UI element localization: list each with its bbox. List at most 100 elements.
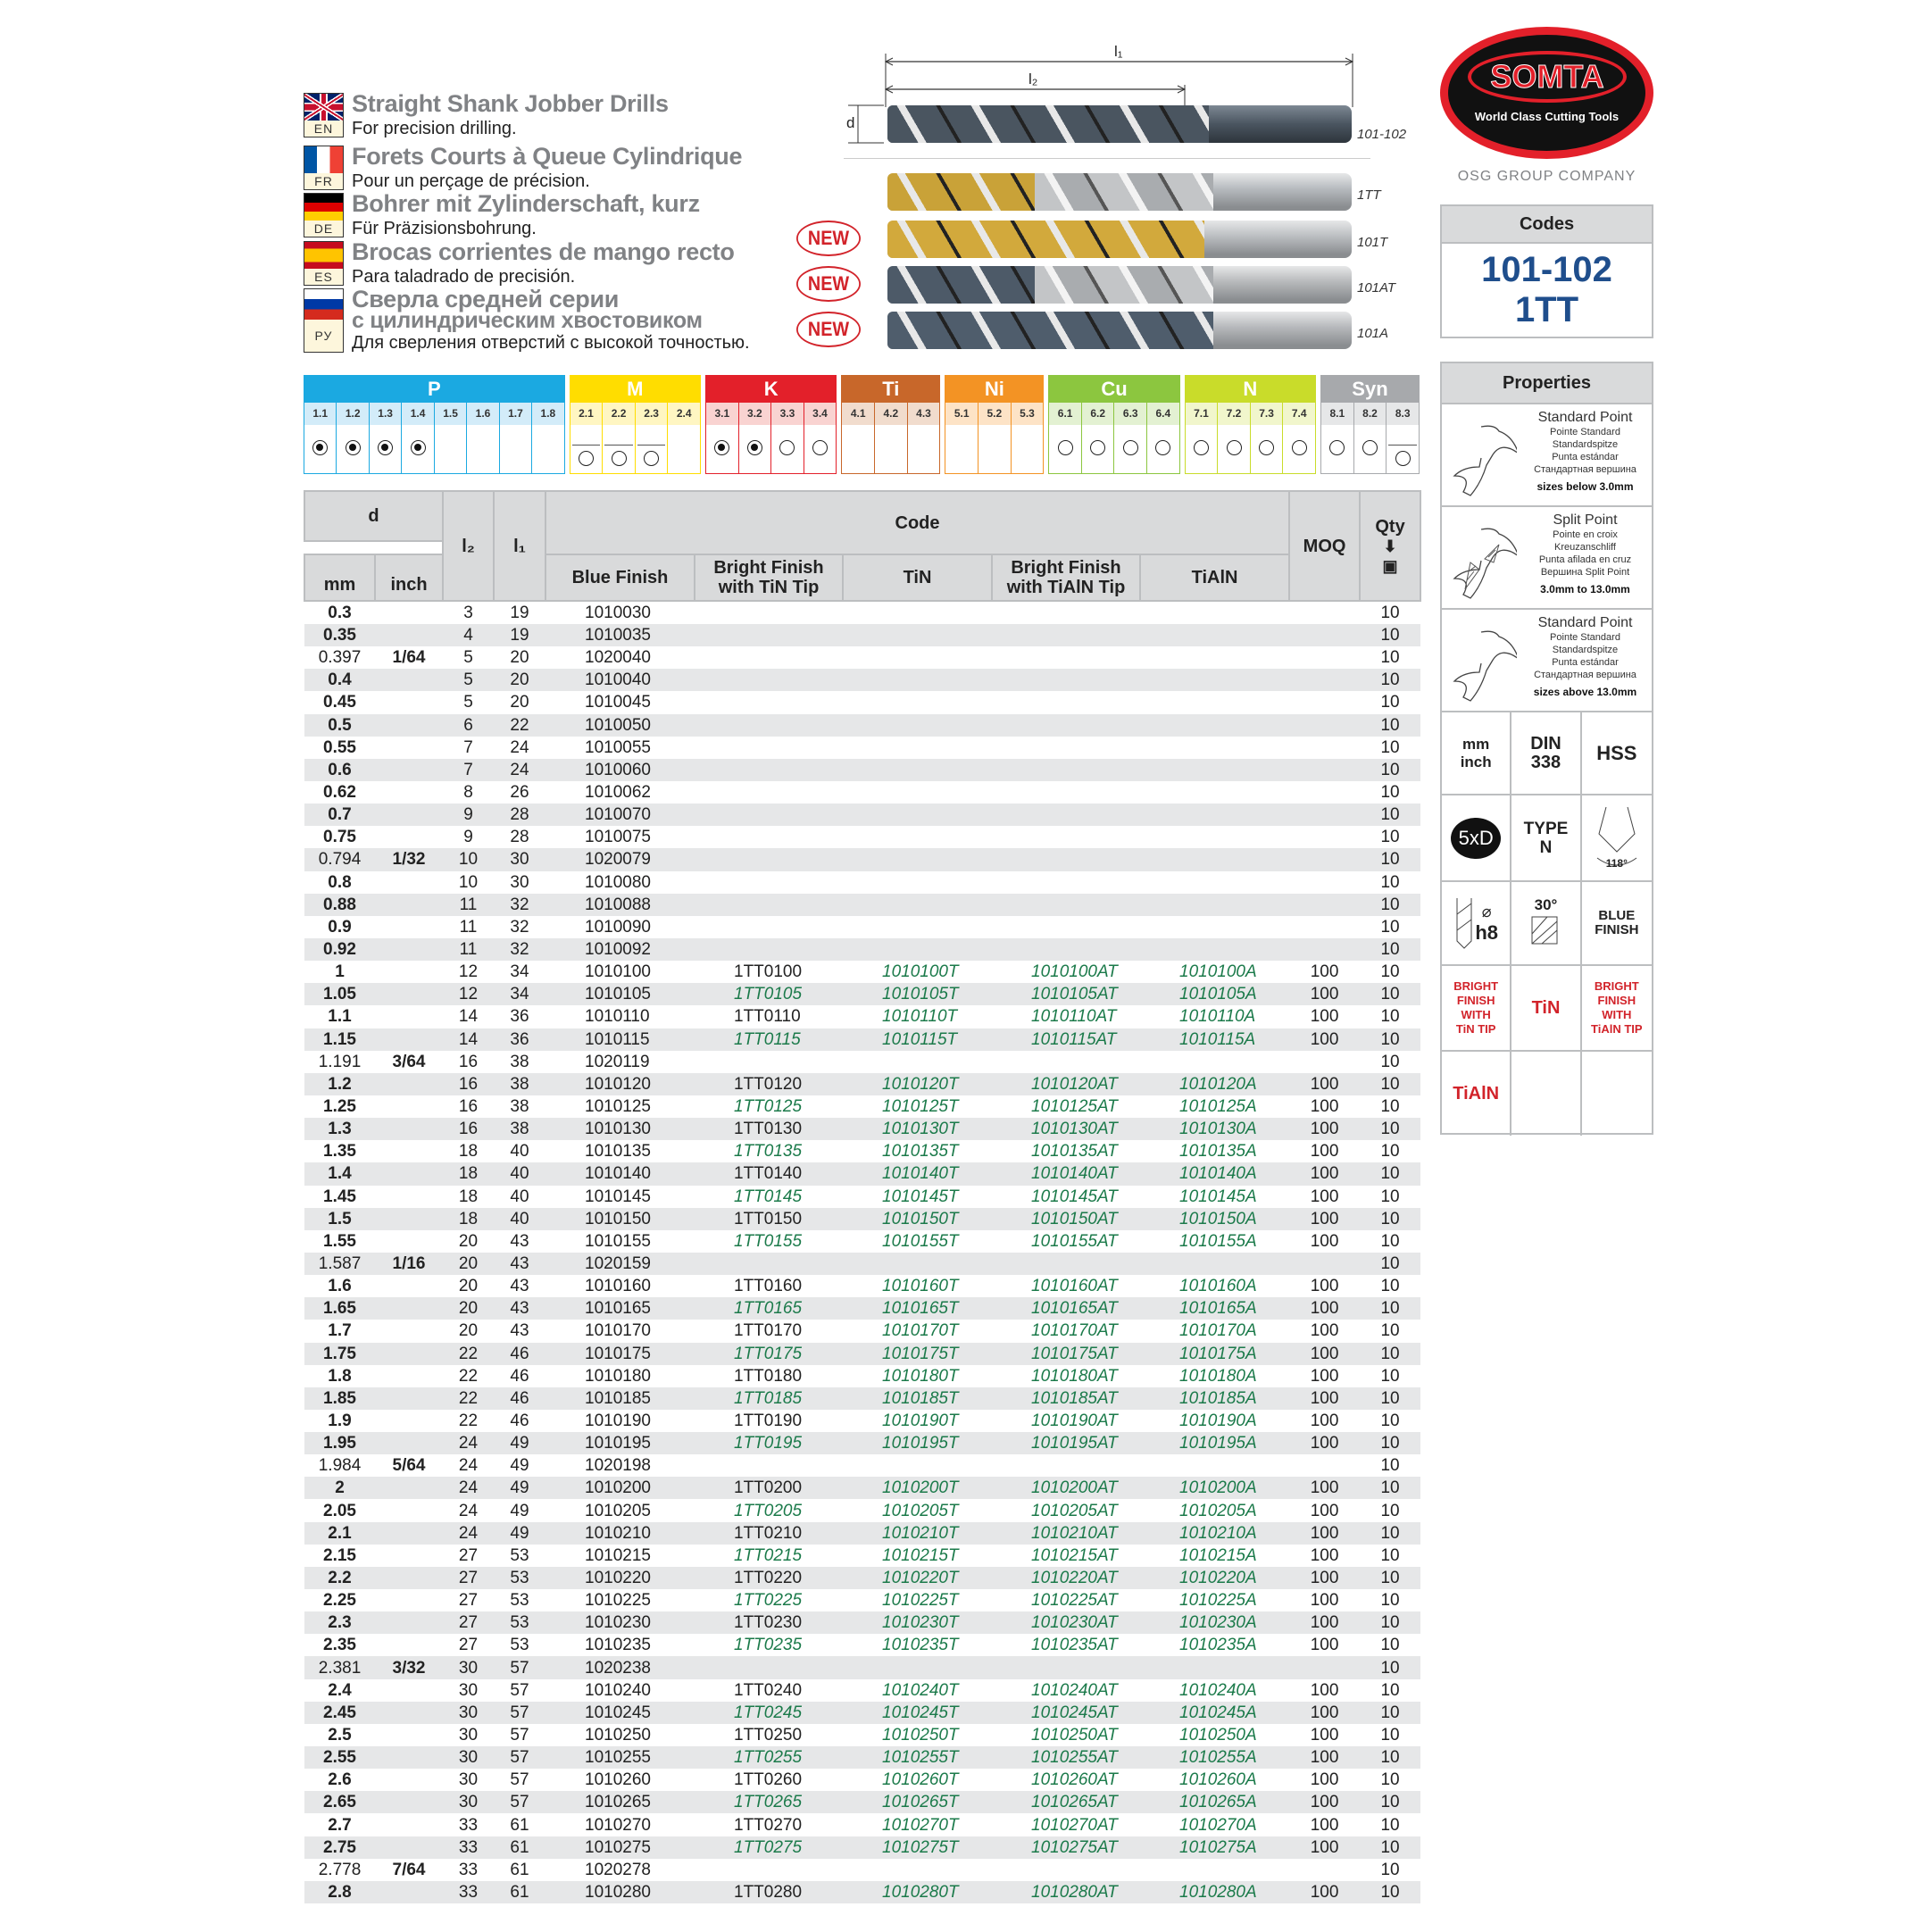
cell-bright-tin-tip: 1TT0280: [695, 1880, 843, 1904]
codes-header: Codes: [1442, 206, 1652, 244]
cell-bright-tin-tip: 1TT0115: [695, 1028, 843, 1051]
cell-moq: [1289, 916, 1360, 938]
cell-blue-finish: 1010160: [585, 1277, 651, 1296]
cell-moq: [1289, 758, 1361, 781]
cell-bright-tin-tip: 1TT0145: [734, 1187, 803, 1206]
cell-blue-finish: 1010055: [585, 737, 651, 757]
cell-l2: 33: [443, 1880, 494, 1904]
cell-bright-tialn-tip: 1010105AT: [992, 983, 1140, 1006]
cell-tin: 1010175T: [843, 1342, 992, 1365]
cell-l2: 22: [443, 1342, 494, 1365]
cell-moq: 100: [1289, 1162, 1361, 1186]
cell-tialn: 1010280A: [1140, 1880, 1290, 1904]
material-subgroup-number: 4.3: [907, 403, 940, 425]
cell-tin: 1010270T: [882, 1815, 959, 1835]
cell-tialn: 1010160A: [1179, 1277, 1257, 1296]
cell-qty: 10: [1360, 1746, 1421, 1770]
cell-inch: [375, 669, 443, 692]
cell-moq: 100: [1310, 1366, 1339, 1386]
cell-l1: 49: [510, 1456, 529, 1476]
cell-l2: 30: [458, 1680, 479, 1700]
cell-bright-tin-tip: 1TT0215: [734, 1545, 803, 1565]
cell-blue-finish: 1010030: [585, 604, 651, 622]
codes-line-1: 101-102: [1481, 250, 1612, 289]
material-group-Syn: Syn 8.1 8.2 8.3: [1320, 375, 1420, 474]
cell-l2: 20: [443, 1252, 494, 1276]
material-subgroup: 2.3: [634, 403, 668, 473]
cell-bright-tialn-tip: 1010130AT: [992, 1118, 1140, 1141]
cell-l2: 14: [443, 1028, 494, 1051]
cell-l1: 19: [510, 604, 529, 622]
cell-tialn: 1010260A: [1179, 1770, 1257, 1790]
cell-bright-tin-tip: [695, 804, 843, 827]
cell-l2: 24: [443, 1477, 494, 1500]
cell-mm: 0.794: [304, 848, 375, 871]
cell-qty: 10: [1380, 737, 1400, 757]
cell-bright-tialn-tip: [992, 781, 1140, 804]
cell-inch: [375, 961, 443, 983]
cell-inch: [375, 893, 443, 916]
table-row: 1.65 20 43 1010165 1TT0165 1010165T 1010165AT 1…: [304, 1297, 1421, 1320]
cell-moq: [1289, 1656, 1361, 1679]
cell-qty: 10: [1380, 1007, 1400, 1027]
cell-bright-tin-tip: 1TT0125: [734, 1097, 803, 1117]
material-subgroup-number: 1.2: [337, 403, 369, 425]
cell-l1: 32: [510, 917, 529, 937]
point-translation: Standardspitze: [1552, 439, 1619, 450]
lang-subtitle: Für Präzisionsbohrung.: [352, 219, 537, 238]
cell-l2: 11: [443, 893, 494, 916]
lang-code: EN: [313, 121, 334, 136]
cell-l1: 22: [494, 713, 545, 737]
cell-moq: [1289, 713, 1361, 737]
cell-blue-finish: 1010062: [585, 783, 651, 803]
cell-tin: [843, 758, 992, 781]
table-row: 2.381 3/32 30 57 1020238 10: [304, 1656, 1421, 1679]
cell-mm: 1.984: [318, 1456, 362, 1476]
cell-inch: [375, 1679, 443, 1702]
cell-tialn: 1010125A: [1179, 1097, 1257, 1117]
cell-qty: 10: [1360, 624, 1421, 647]
cell-l1: 46: [510, 1411, 529, 1430]
bright_tin-line: TiN TIP: [1455, 1022, 1496, 1036]
cell-moq: 100: [1289, 1611, 1361, 1635]
cell-qty: 10: [1380, 828, 1400, 847]
diameter-icon: ⌀: [1481, 902, 1492, 920]
cell-blue-finish: 1010090: [585, 917, 651, 937]
cell-tin: 1010195T: [843, 1432, 992, 1455]
cell-tialn: 1010265A: [1140, 1791, 1290, 1814]
cell-blue-finish: 1010040: [545, 669, 695, 692]
cell-bright-tialn-tip: 1010210AT: [992, 1521, 1140, 1545]
cell-l1: 34: [494, 983, 545, 1006]
cell-blue-finish: 1010270: [585, 1815, 651, 1835]
cell-qty: 10: [1360, 1387, 1421, 1410]
cell-bright-tin-tip: 1TT0110: [734, 1007, 801, 1027]
cell-bright-tialn-tip: 1010255AT: [992, 1746, 1140, 1770]
cell-bright-tialn-tip: 1010215AT: [1031, 1545, 1118, 1565]
cell-blue-finish: 1020119: [585, 1052, 650, 1071]
cell-moq: [1289, 646, 1360, 669]
cell-bright-tialn-tip: 1010100AT: [1031, 962, 1118, 982]
cell-tialn: [1140, 893, 1290, 916]
cell-qty: 10: [1360, 1836, 1421, 1859]
unit-inch: inch: [1460, 753, 1492, 770]
cell-qty: 10: [1380, 1680, 1400, 1700]
cell-bright-tialn-tip: 1010240AT: [1031, 1680, 1118, 1700]
cell-bright-tialn-tip: 1010110AT: [1031, 1007, 1117, 1027]
cell-mm: 0.4: [304, 669, 375, 692]
cell-blue-finish: 1010280: [545, 1880, 695, 1904]
cell-moq: 100: [1289, 1880, 1361, 1904]
cell-l2: 16: [443, 1118, 494, 1141]
cell-mm: 0.5: [304, 713, 375, 737]
material-subgroup-number: 8.1: [1320, 403, 1353, 425]
table-row: 0.62 8 26 1010062 10: [304, 781, 1420, 804]
cell-bright-tialn-tip: [992, 826, 1140, 848]
table-row: 1.95 24 49 1010195 1TT0195 1010195T 1010195AT 1…: [304, 1432, 1421, 1455]
cell-tialn: [1140, 826, 1289, 848]
cell-tin: 1010120T: [843, 1072, 992, 1095]
material-group-label: Syn: [1320, 376, 1419, 403]
cell-tialn: 1010175A: [1140, 1342, 1290, 1365]
limit-line: [571, 445, 601, 446]
cell-tin: [843, 804, 992, 827]
cell-tin: [843, 713, 992, 737]
cell-tialn: 1010110A: [1179, 1007, 1256, 1027]
